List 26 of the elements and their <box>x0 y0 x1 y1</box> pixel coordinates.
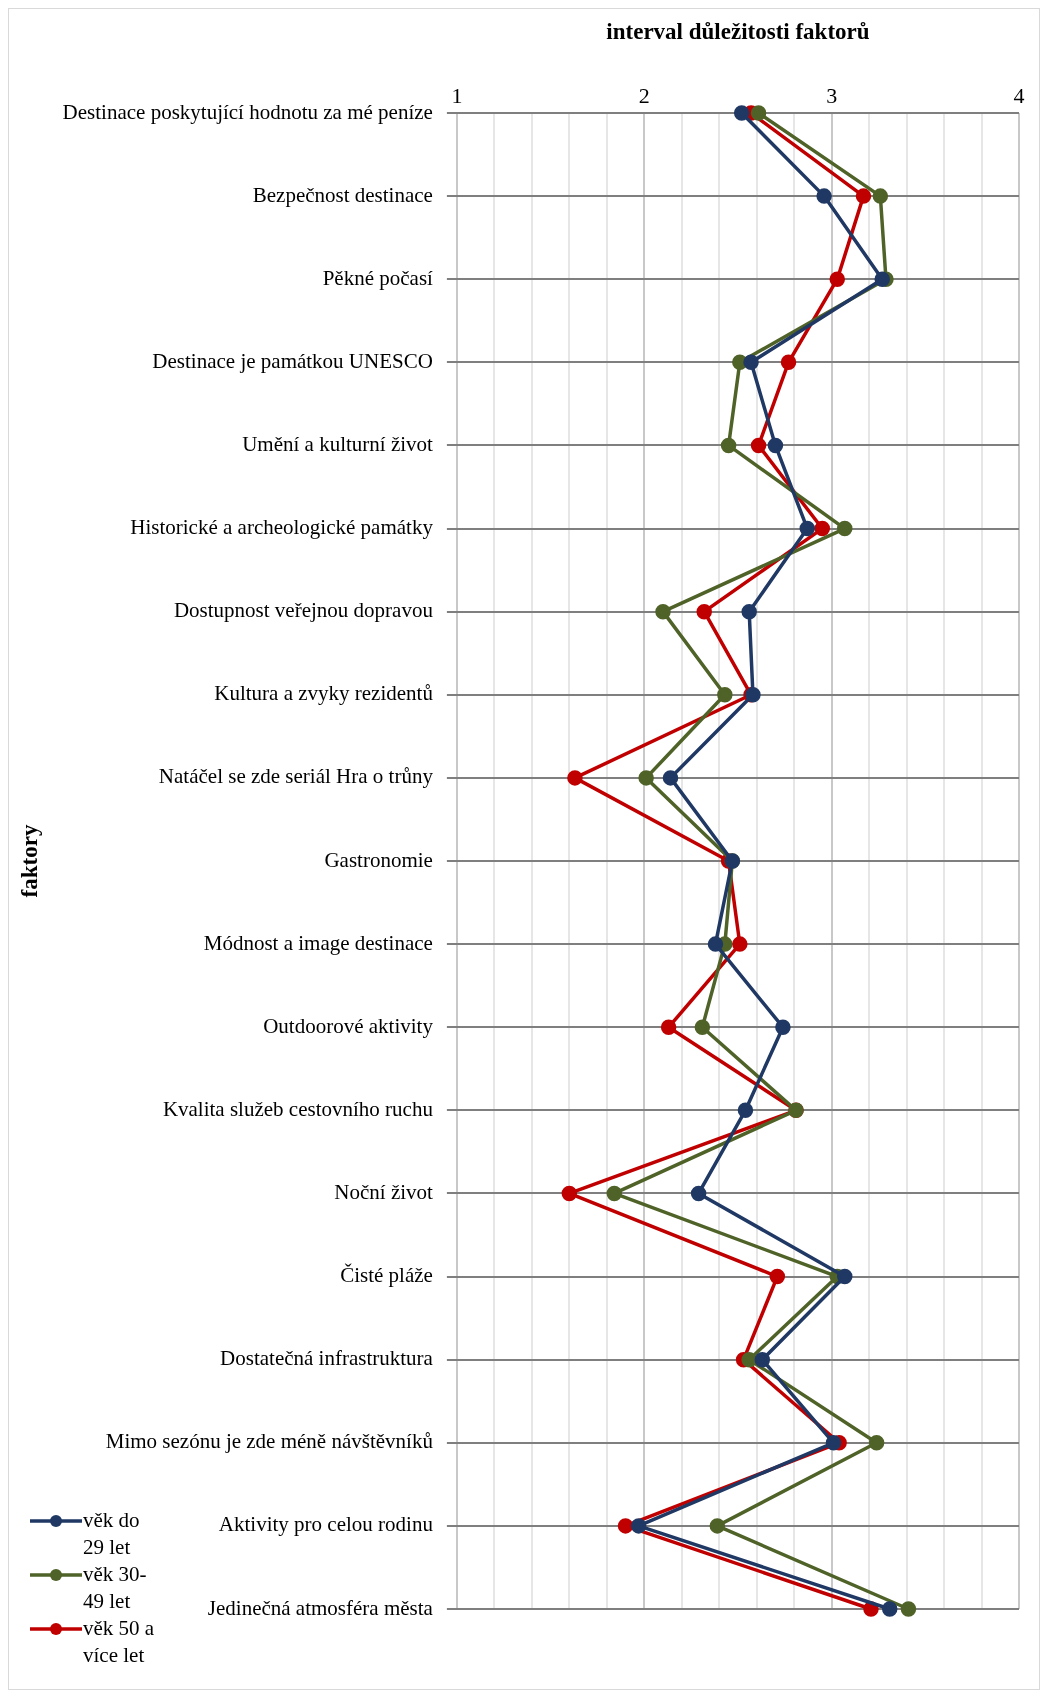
legend-label: věk 50 a více let <box>83 1615 156 1669</box>
y-tick-label: Jedinečná atmosféra města <box>207 1595 434 1620</box>
y-tick-label: Outdoorové aktivity <box>263 1013 434 1038</box>
x-axis-title: interval důležitosti faktorů <box>606 18 870 44</box>
y-tick-label: Destinace je památkou UNESCO <box>152 348 433 373</box>
y-tick-label: Kultura a zvyky rezidentů <box>214 681 434 706</box>
y-tick-label: Aktivity pro celou rodinu <box>218 1512 434 1537</box>
x-tick-label: 4 <box>1013 82 1025 108</box>
y-tick-label: Gastronomie <box>324 847 433 872</box>
x-tick-label: 2 <box>638 82 650 108</box>
y-tick-label: Umění a kulturní život <box>242 431 434 456</box>
y-tick-label: Čisté pláže <box>340 1263 433 1288</box>
y-tick-label: Noční život <box>334 1179 434 1204</box>
y-tick-label: Dostupnost veřejnou dopravou <box>173 598 434 623</box>
x-tick-label: 3 <box>826 82 838 108</box>
x-tick-label: 1 <box>451 82 463 108</box>
y-tick-label: Natáčel se zde seriál Hra o trůny <box>158 764 434 789</box>
y-tick-label: Módnost a image destinace <box>203 930 433 955</box>
y-tick-label: Dostatečná infrastruktura <box>220 1346 434 1371</box>
y-axis-title: faktory <box>16 824 42 898</box>
y-tick-label: Historické a archeologické památky <box>130 515 434 540</box>
y-tick-label: Destinace poskytující hodnotu za mé peníze <box>62 99 433 124</box>
y-tick-label: Bezpečnost destinace <box>252 182 433 207</box>
y-tick-label: Mimo sezónu je zde méně návštěvníků <box>105 1429 434 1454</box>
y-tick-label: Pěkné počasí <box>322 265 434 290</box>
y-tick-label: Kvalita služeb cestovního ruchu <box>162 1096 434 1121</box>
